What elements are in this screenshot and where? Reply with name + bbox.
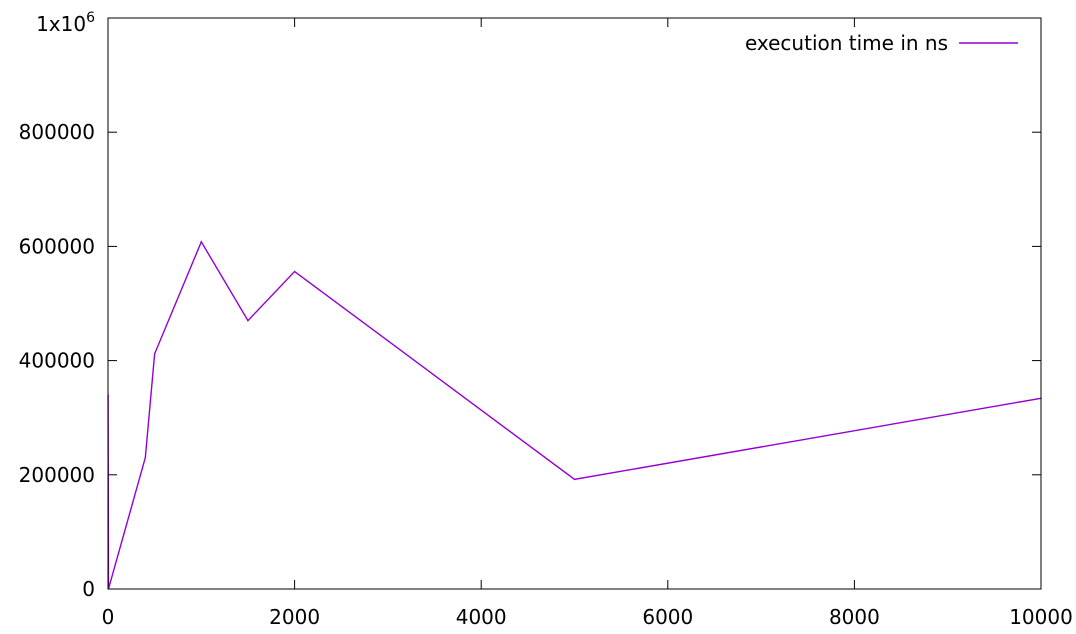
y-tick-label: 600000 xyxy=(19,234,95,258)
legend: execution time in ns xyxy=(745,31,1018,55)
y-tick-label: 400000 xyxy=(19,349,95,373)
data-point xyxy=(108,586,110,588)
data-point xyxy=(293,270,296,273)
data-point xyxy=(247,319,249,322)
x-tick-label: 6000 xyxy=(642,605,693,629)
plot-frame xyxy=(107,17,1042,590)
data-point xyxy=(200,241,202,243)
x-tick-label: 2000 xyxy=(269,605,320,629)
y-tick-label-top: 1x106 xyxy=(36,10,95,36)
series-lines xyxy=(107,240,1042,590)
series-line xyxy=(107,240,1042,589)
x-tick-label: 4000 xyxy=(456,605,507,629)
tick-labels: 0 2000 4000 6000 8000 10000 0 200000 400000 60000… xyxy=(19,10,1073,629)
y-tick-label: 0 xyxy=(82,577,95,601)
y-tick-label: 800000 xyxy=(19,120,95,144)
data-point xyxy=(144,456,147,459)
y-tick-label: 200000 xyxy=(19,463,95,487)
y-tick-label-top-base: 1x10 xyxy=(36,12,86,36)
data-point xyxy=(153,353,156,355)
x-tick-label: 8000 xyxy=(829,605,880,629)
tick-marks xyxy=(107,17,1042,590)
x-tick-label: 0 xyxy=(102,605,115,629)
y-tick-label-top-exponent: 6 xyxy=(86,10,95,26)
x-tick-label: 10000 xyxy=(1009,605,1073,629)
legend-label: execution time in ns xyxy=(745,31,948,55)
data-point xyxy=(573,478,576,481)
